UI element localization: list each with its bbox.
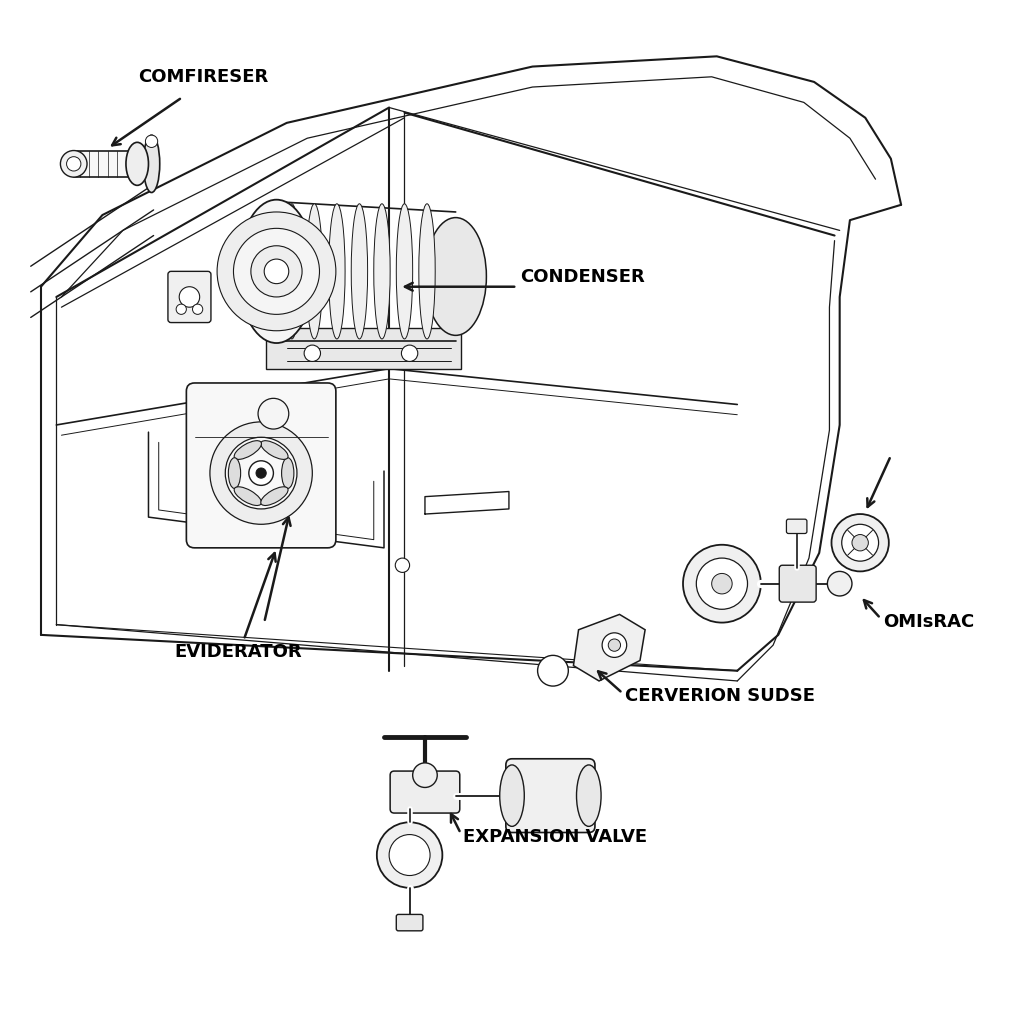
Ellipse shape: [419, 204, 435, 339]
Circle shape: [377, 822, 442, 888]
FancyBboxPatch shape: [506, 759, 595, 833]
Ellipse shape: [126, 142, 148, 185]
Ellipse shape: [425, 218, 486, 336]
Ellipse shape: [500, 765, 524, 826]
Circle shape: [683, 545, 761, 623]
Text: COMFIRESER: COMFIRESER: [138, 68, 268, 86]
Circle shape: [538, 655, 568, 686]
Ellipse shape: [234, 486, 261, 506]
Circle shape: [217, 212, 336, 331]
Ellipse shape: [351, 204, 368, 339]
Circle shape: [179, 287, 200, 307]
Circle shape: [145, 135, 158, 147]
Ellipse shape: [228, 458, 241, 488]
FancyBboxPatch shape: [168, 271, 211, 323]
Circle shape: [176, 304, 186, 314]
Ellipse shape: [577, 765, 601, 826]
Circle shape: [60, 151, 87, 177]
Circle shape: [249, 461, 273, 485]
Text: OMIsRAC: OMIsRAC: [883, 612, 974, 631]
Circle shape: [831, 514, 889, 571]
Text: CONDENSER: CONDENSER: [520, 267, 645, 286]
Circle shape: [413, 763, 437, 787]
Text: CERVERION SUDSE: CERVERION SUDSE: [625, 687, 815, 706]
FancyBboxPatch shape: [779, 565, 816, 602]
FancyBboxPatch shape: [390, 771, 460, 813]
Circle shape: [712, 573, 732, 594]
Ellipse shape: [306, 204, 323, 339]
Circle shape: [842, 524, 879, 561]
Circle shape: [827, 571, 852, 596]
FancyBboxPatch shape: [186, 383, 336, 548]
Circle shape: [696, 558, 748, 609]
Polygon shape: [573, 614, 645, 681]
Circle shape: [608, 639, 621, 651]
FancyBboxPatch shape: [74, 151, 133, 177]
FancyBboxPatch shape: [786, 519, 807, 534]
Ellipse shape: [374, 204, 390, 339]
Ellipse shape: [284, 204, 300, 339]
Ellipse shape: [261, 440, 288, 460]
Text: EVIDERATOR: EVIDERATOR: [174, 643, 302, 662]
Circle shape: [304, 345, 321, 361]
Circle shape: [852, 535, 868, 551]
FancyBboxPatch shape: [396, 914, 423, 931]
Circle shape: [264, 259, 289, 284]
Ellipse shape: [329, 204, 345, 339]
Ellipse shape: [238, 200, 315, 343]
Ellipse shape: [143, 135, 160, 193]
Ellipse shape: [261, 486, 288, 506]
Circle shape: [67, 157, 81, 171]
FancyBboxPatch shape: [266, 328, 461, 369]
Circle shape: [233, 228, 319, 314]
Circle shape: [401, 345, 418, 361]
Circle shape: [395, 558, 410, 572]
Circle shape: [256, 468, 266, 478]
Circle shape: [602, 633, 627, 657]
Text: EXPANSION VALVE: EXPANSION VALVE: [463, 827, 647, 846]
Ellipse shape: [282, 458, 294, 488]
Ellipse shape: [396, 204, 413, 339]
Ellipse shape: [234, 440, 261, 460]
Circle shape: [258, 398, 289, 429]
Wedge shape: [210, 422, 312, 524]
Circle shape: [193, 304, 203, 314]
Circle shape: [251, 246, 302, 297]
Circle shape: [389, 835, 430, 876]
